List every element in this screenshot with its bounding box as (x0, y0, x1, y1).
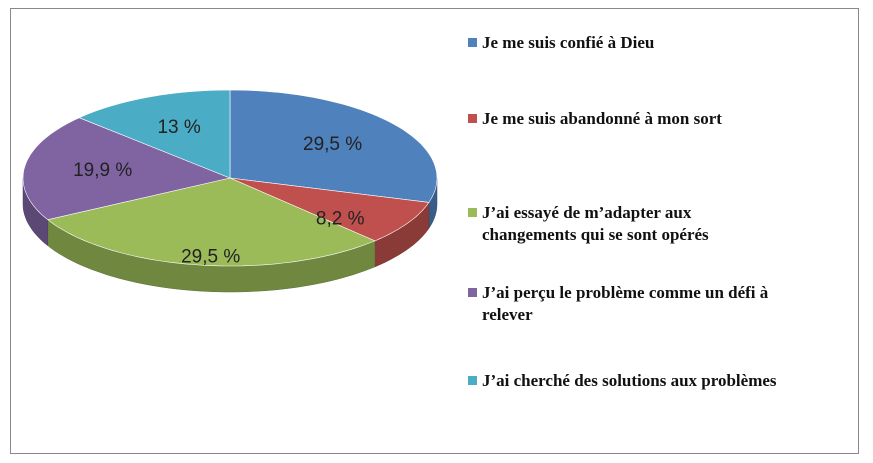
legend-label: J’ai essayé de m’adapter aux changements… (482, 203, 709, 244)
legend-label: J’ai cherché des solutions aux problèmes (482, 371, 777, 390)
data-label: 13 % (157, 117, 200, 138)
legend-swatch (468, 38, 477, 47)
legend-label: J’ai perçu le problème comme un défi à r… (482, 283, 769, 324)
legend-label: Je me suis abandonné à mon sort (482, 109, 722, 128)
legend-item: J’ai essayé de m’adapter aux changements… (468, 202, 788, 246)
legend-swatch (468, 288, 477, 297)
legend-item: Je me suis abandonné à mon sort (468, 108, 788, 130)
slice (47, 177, 376, 267)
slice (229, 89, 438, 203)
data-label: 8,2 % (316, 208, 365, 229)
legend-swatch (468, 376, 477, 385)
legend-swatch (468, 114, 477, 123)
data-label: 29,5 % (181, 247, 240, 268)
legend-swatch (468, 208, 477, 217)
data-label: 29,5 % (303, 134, 362, 155)
slice (22, 117, 232, 221)
data-label: 19,9 % (73, 160, 132, 181)
legend-item: Je me suis confié à Dieu (468, 32, 788, 54)
legend-label: Je me suis confié à Dieu (482, 33, 655, 52)
slice (229, 177, 430, 242)
legend-item: J’ai cherché des solutions aux problèmes (468, 370, 788, 392)
chart-frame (10, 8, 859, 454)
slice (78, 89, 231, 179)
legend-item: J’ai perçu le problème comme un défi à r… (468, 282, 788, 326)
